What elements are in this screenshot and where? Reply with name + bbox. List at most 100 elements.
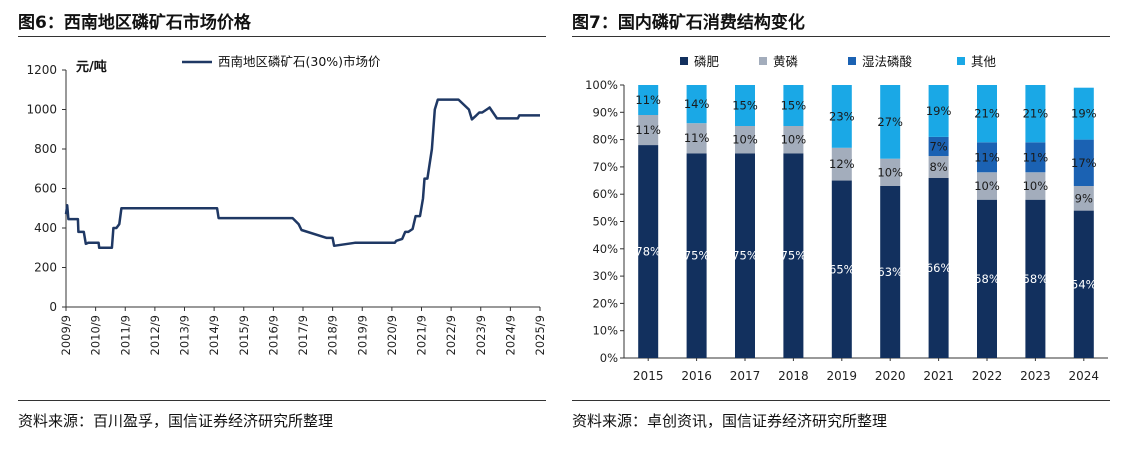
right-bar-data-label: 23%: [829, 109, 855, 123]
left-x-tick-label: 2012/9: [148, 315, 162, 355]
right-bar-data-label: 65%: [829, 262, 855, 276]
right-y-tick-label: 50%: [592, 215, 618, 229]
left-x-tick-label: 2015/9: [237, 315, 251, 355]
right-bar-segment: [735, 153, 755, 359]
left-figure-title: 图6：西南地区磷矿石市场价格: [18, 13, 251, 33]
right-bar-data-label: 7%: [929, 139, 947, 153]
left-x-tick-label: 2022/9: [444, 315, 458, 355]
right-bar-data-label: 14%: [684, 97, 710, 111]
right-bar-data-label: 21%: [974, 107, 1000, 121]
right-bar-data-label: 10%: [974, 179, 1000, 193]
right-y-tick-label: 100%: [585, 78, 618, 92]
right-bar-segment: [1025, 85, 1046, 143]
left-y-tick-label: 1000: [26, 103, 57, 117]
right-bar-segment: [880, 186, 901, 358]
left-source-note: 资料来源：百川盈孚，国信证券经济研究所整理: [18, 412, 334, 430]
right-bar-data-label: 11%: [974, 150, 1000, 164]
right-y-tick-label: 80%: [592, 133, 618, 147]
right-bar-segment: [977, 85, 997, 143]
right-y-tick-label: 0%: [600, 351, 618, 365]
right-bar-data-label: 17%: [1071, 156, 1097, 170]
right-legend-label: 磷肥: [694, 54, 720, 69]
right-x-tick-label: 2023: [1020, 369, 1051, 383]
right-bar-data-label: 11%: [1023, 150, 1049, 164]
left-x-tick-label: 2020/9: [385, 315, 399, 355]
right-bar-data-label: 11%: [635, 93, 661, 107]
left-x-tick-label: 2021/9: [415, 315, 429, 355]
right-bar-data-label: 8%: [929, 160, 947, 174]
right-bar-segment: [977, 199, 997, 358]
right-bar-data-label: 11%: [635, 123, 661, 137]
left-x-tick-label: 2023/9: [474, 315, 488, 355]
right-legend-swatch: [848, 57, 856, 65]
right-bar-data-label: 9%: [1075, 191, 1093, 205]
right-legend-label: 黄磷: [773, 54, 799, 69]
right-bar-segment: [1073, 186, 1094, 211]
right-bar-data-label: 15%: [781, 99, 807, 113]
right-x-tick-label: 2017: [730, 369, 761, 383]
right-x-tick-label: 2019: [827, 369, 858, 383]
right-bar-segment: [880, 158, 901, 186]
right-source-note: 资料来源：卓创资讯，国信证券经济研究所整理: [572, 412, 888, 430]
left-x-tick-label: 2010/9: [89, 315, 103, 355]
right-y-tick-label: 60%: [592, 187, 618, 201]
left-y-tick-label: 200: [34, 261, 57, 275]
left-x-tick-label: 2019/9: [355, 315, 369, 355]
right-bar-segment: [735, 126, 755, 154]
right-legend-label: 其他: [971, 54, 997, 69]
right-bar-data-label: 63%: [877, 265, 903, 279]
right-bar-segment: [928, 156, 949, 178]
left-panel: 图6：西南地区磷矿石市场价格 0 200 400 600 800 1000 1200 2009…: [0, 0, 552, 449]
right-bar-data-label: 11%: [684, 131, 710, 145]
right-y-tick-label: 30%: [592, 269, 618, 283]
right-bar-segment: [686, 123, 707, 154]
right-bar-data-label: 15%: [732, 99, 758, 113]
right-bar-segment: [783, 126, 804, 154]
right-y-tick-label: 20%: [592, 296, 618, 310]
right-bar-segment: [831, 85, 852, 148]
right-bar-segment: [928, 136, 949, 156]
right-x-tick-label: 2015: [633, 369, 664, 383]
right-figure-title: 图7：国内磷矿石消费结构变化: [572, 13, 805, 33]
left-price-series-line: [64, 98, 540, 250]
right-legend-swatch: [680, 57, 688, 65]
right-y-tick-label: 40%: [592, 242, 618, 256]
left-x-tick-label: 2016/9: [266, 315, 280, 355]
left-x-tick-label: 2025/9: [533, 315, 547, 355]
right-bar-segment: [638, 115, 659, 145]
left-legend-label: 西南地区磷矿石(30%)市场价: [218, 54, 381, 69]
left-y-tick-label: 800: [34, 142, 57, 156]
left-y-tick-label: 400: [34, 221, 57, 235]
left-source-rule: [18, 400, 546, 401]
right-x-tick-label: 2021: [923, 369, 954, 383]
right-bar-segment: [1025, 142, 1046, 173]
right-bar-data-label: 58%: [1023, 272, 1049, 286]
left-x-tick-label: 2013/9: [178, 315, 192, 355]
right-bar-segment: [880, 85, 901, 159]
right-bar-segment: [638, 85, 659, 115]
right-y-tick-label: 70%: [592, 160, 618, 174]
right-x-tick-label: 2018: [778, 369, 809, 383]
right-bar-data-label: 10%: [877, 165, 903, 179]
right-bar-segment: [928, 85, 949, 137]
left-y-tick-label: 1200: [26, 63, 57, 77]
right-bar-segment: [735, 85, 755, 126]
right-bar-data-label: 75%: [781, 249, 807, 263]
left-x-tick-label: 2024/9: [503, 315, 517, 355]
right-legend-label: 湿法磷酸: [862, 54, 913, 69]
right-x-tick-label: 2022: [972, 369, 1003, 383]
right-bar-data-label: 78%: [635, 245, 661, 259]
right-bar-segment: [638, 145, 659, 358]
right-bar-data-label: 66%: [926, 261, 952, 275]
right-bar-data-label: 58%: [974, 272, 1000, 286]
right-bar-data-label: 54%: [1071, 277, 1097, 291]
right-y-tick-label: 90%: [592, 105, 618, 119]
right-bar-data-label: 75%: [684, 249, 710, 263]
right-bar-segment: [831, 180, 852, 358]
right-bar-segment: [1025, 172, 1046, 200]
right-bar-segment: [1073, 210, 1094, 358]
left-x-tick-label: 2017/9: [296, 315, 310, 355]
right-source-rule: [572, 400, 1110, 401]
right-y-tick-label: 10%: [592, 324, 618, 338]
right-bar-segment: [783, 85, 804, 126]
